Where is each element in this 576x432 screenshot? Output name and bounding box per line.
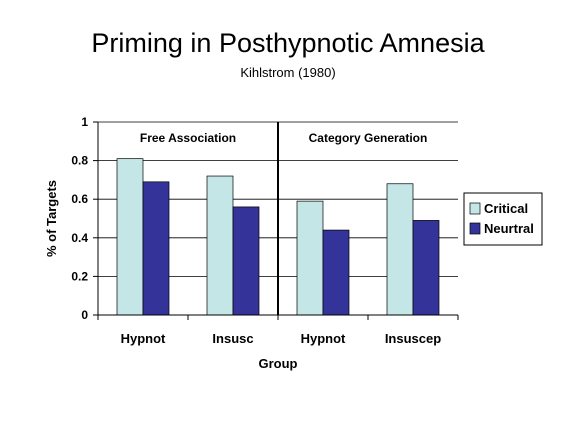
y-tick-label: 0.6	[71, 192, 88, 206]
x-tick-label: Insuscep	[385, 331, 441, 346]
bar-critical-3	[296, 200, 324, 316]
y-tick-label: 0.8	[71, 154, 88, 168]
y-axis-title: % of Targets	[44, 180, 59, 257]
legend-box	[463, 192, 543, 246]
legend-label: Neurtral	[484, 221, 534, 236]
y-tick-label: 0	[81, 308, 88, 322]
bar-neurtral-4	[412, 220, 440, 316]
y-tick-label: 0.4	[71, 231, 88, 245]
bar-critical-4	[386, 183, 414, 316]
legend-swatch-neurtral	[469, 222, 481, 235]
y-tick-label: 0.2	[71, 269, 88, 283]
x-tick-label: Hypnot	[121, 331, 166, 346]
legend-label: Critical	[484, 201, 528, 216]
slide-title: Priming in Posthypnotic Amnesia	[91, 28, 485, 58]
x-tick-label: Hypnot	[301, 331, 346, 346]
bar-critical-2	[206, 175, 234, 316]
panel-label: Free Association	[140, 131, 236, 145]
panel-label: Category Generation	[309, 131, 428, 145]
bar-critical-1	[116, 158, 144, 316]
slide-subtitle: Kihlstrom (1980)	[240, 65, 336, 80]
bar-neurtral-1	[142, 181, 170, 316]
bar-neurtral-3	[322, 229, 350, 316]
x-tick-label: Insusc	[212, 331, 253, 346]
y-tick-label: 1	[81, 115, 88, 129]
x-axis-title: Group	[259, 356, 298, 371]
bar-neurtral-2	[232, 206, 260, 316]
legend-swatch-critical	[469, 202, 481, 215]
